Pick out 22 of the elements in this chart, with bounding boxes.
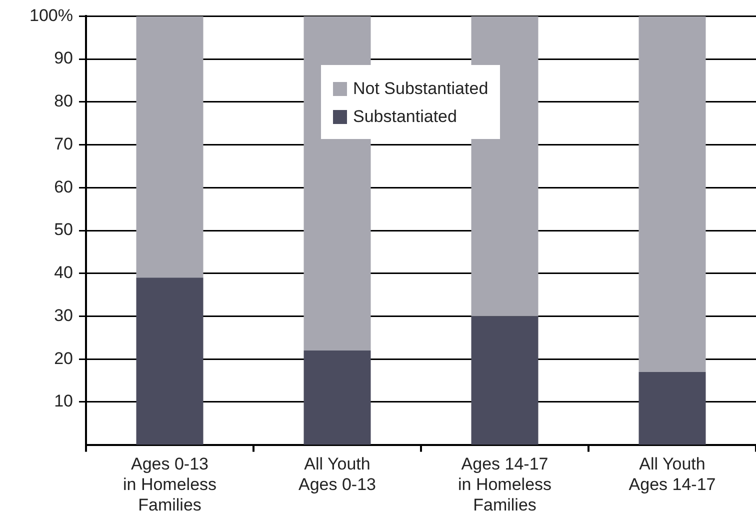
y-tick-label: 50 — [54, 220, 73, 240]
bar — [136, 16, 204, 278]
y-tick-label: 100% — [30, 6, 73, 25]
x-tick-label: All Youth Ages 0-13 — [298, 454, 376, 494]
legend-label: Substantiated — [353, 107, 457, 127]
y-tick-label: 60 — [54, 177, 73, 196]
legend-label: Not Substantiated — [353, 79, 488, 99]
y-tick-label: 90 — [54, 48, 73, 68]
y-tick-label: 10 — [54, 392, 73, 411]
bar — [638, 16, 706, 372]
x-tick-label: Ages 0-13 in Homeless Families — [122, 454, 217, 514]
x-tick-label: Ages 14-17 in Homeless Families — [458, 454, 552, 514]
y-tick-label: 20 — [54, 348, 73, 368]
y-tick-label: 30 — [54, 306, 73, 325]
y-tick-label: 80 — [54, 92, 73, 111]
y-tick-label: 40 — [54, 263, 73, 282]
bar — [638, 372, 706, 445]
y-tick-label: 70 — [54, 134, 73, 154]
bar — [136, 278, 204, 445]
bar — [471, 316, 538, 445]
x-tick-label: All Youth Ages 14-17 — [628, 454, 716, 494]
bar — [304, 350, 371, 445]
